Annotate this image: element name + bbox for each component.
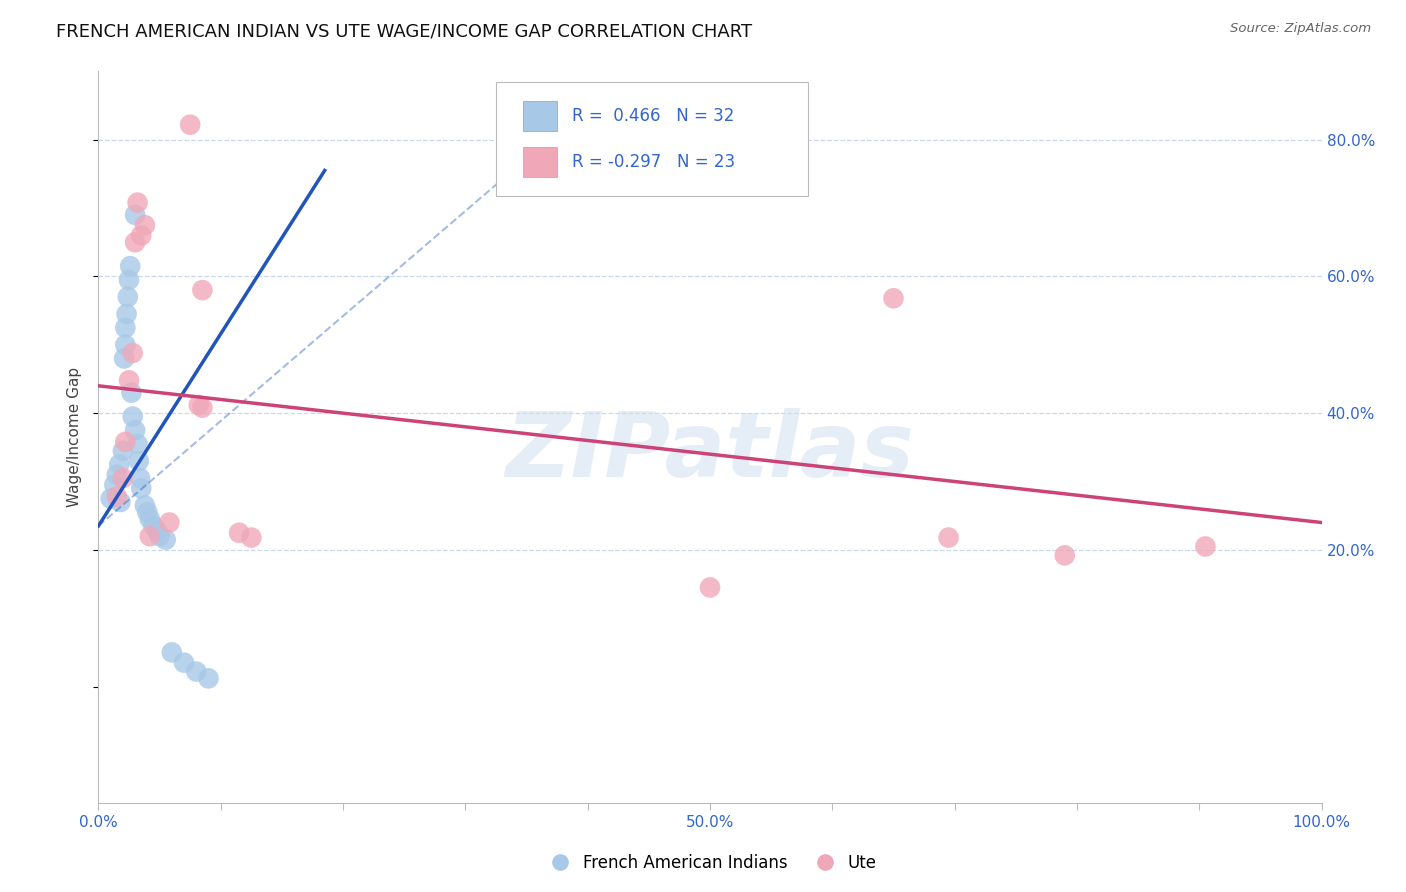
- Point: [129, 471, 152, 485]
- FancyBboxPatch shape: [523, 146, 557, 178]
- Point: [105, 467, 128, 482]
- Point: [111, 443, 134, 458]
- Point: [155, 533, 177, 547]
- Text: ZIPatlas: ZIPatlas: [506, 408, 914, 496]
- Point: [118, 373, 141, 387]
- Point: [883, 291, 905, 305]
- Text: R =  0.466   N = 32: R = 0.466 N = 32: [572, 107, 734, 125]
- Point: [121, 409, 143, 424]
- Point: [146, 524, 169, 538]
- Point: [938, 531, 960, 545]
- Point: [228, 525, 250, 540]
- Point: [120, 385, 142, 400]
- Point: [160, 645, 183, 659]
- Point: [240, 531, 263, 545]
- Point: [121, 346, 143, 360]
- Point: [117, 290, 139, 304]
- Point: [114, 320, 136, 334]
- Point: [111, 471, 134, 485]
- Point: [129, 481, 152, 495]
- Point: [553, 119, 575, 133]
- Point: [1053, 549, 1076, 563]
- Point: [157, 516, 180, 530]
- Point: [139, 512, 162, 526]
- Point: [105, 490, 128, 504]
- Point: [118, 273, 141, 287]
- Point: [1194, 540, 1216, 554]
- Point: [197, 672, 219, 686]
- Point: [100, 491, 122, 506]
- Point: [108, 458, 131, 472]
- Point: [191, 401, 214, 415]
- Text: R = -0.297   N = 23: R = -0.297 N = 23: [572, 153, 735, 171]
- Point: [191, 283, 214, 297]
- Point: [112, 351, 135, 366]
- Point: [139, 529, 162, 543]
- Point: [142, 519, 165, 533]
- Y-axis label: Wage/Income Gap: Wage/Income Gap: [67, 367, 83, 508]
- Point: [179, 118, 201, 132]
- Text: FRENCH AMERICAN INDIAN VS UTE WAGE/INCOME GAP CORRELATION CHART: FRENCH AMERICAN INDIAN VS UTE WAGE/INCOM…: [56, 22, 752, 40]
- Point: [134, 218, 156, 232]
- Point: [124, 235, 146, 250]
- Legend: French American Indians, Ute: French American Indians, Ute: [537, 847, 883, 879]
- Point: [127, 437, 149, 451]
- Point: [114, 338, 136, 352]
- FancyBboxPatch shape: [523, 101, 557, 131]
- Point: [699, 581, 721, 595]
- Point: [129, 228, 152, 243]
- Point: [103, 478, 125, 492]
- Point: [124, 423, 146, 437]
- Point: [136, 505, 159, 519]
- Point: [120, 259, 142, 273]
- Point: [134, 499, 156, 513]
- Point: [115, 307, 138, 321]
- Point: [128, 454, 150, 468]
- Point: [124, 208, 146, 222]
- FancyBboxPatch shape: [496, 82, 808, 195]
- Point: [187, 398, 209, 412]
- Point: [149, 529, 172, 543]
- Point: [186, 665, 208, 679]
- Text: Source: ZipAtlas.com: Source: ZipAtlas.com: [1230, 22, 1371, 36]
- Point: [114, 434, 136, 449]
- Point: [173, 656, 195, 670]
- Point: [110, 495, 132, 509]
- Point: [127, 195, 149, 210]
